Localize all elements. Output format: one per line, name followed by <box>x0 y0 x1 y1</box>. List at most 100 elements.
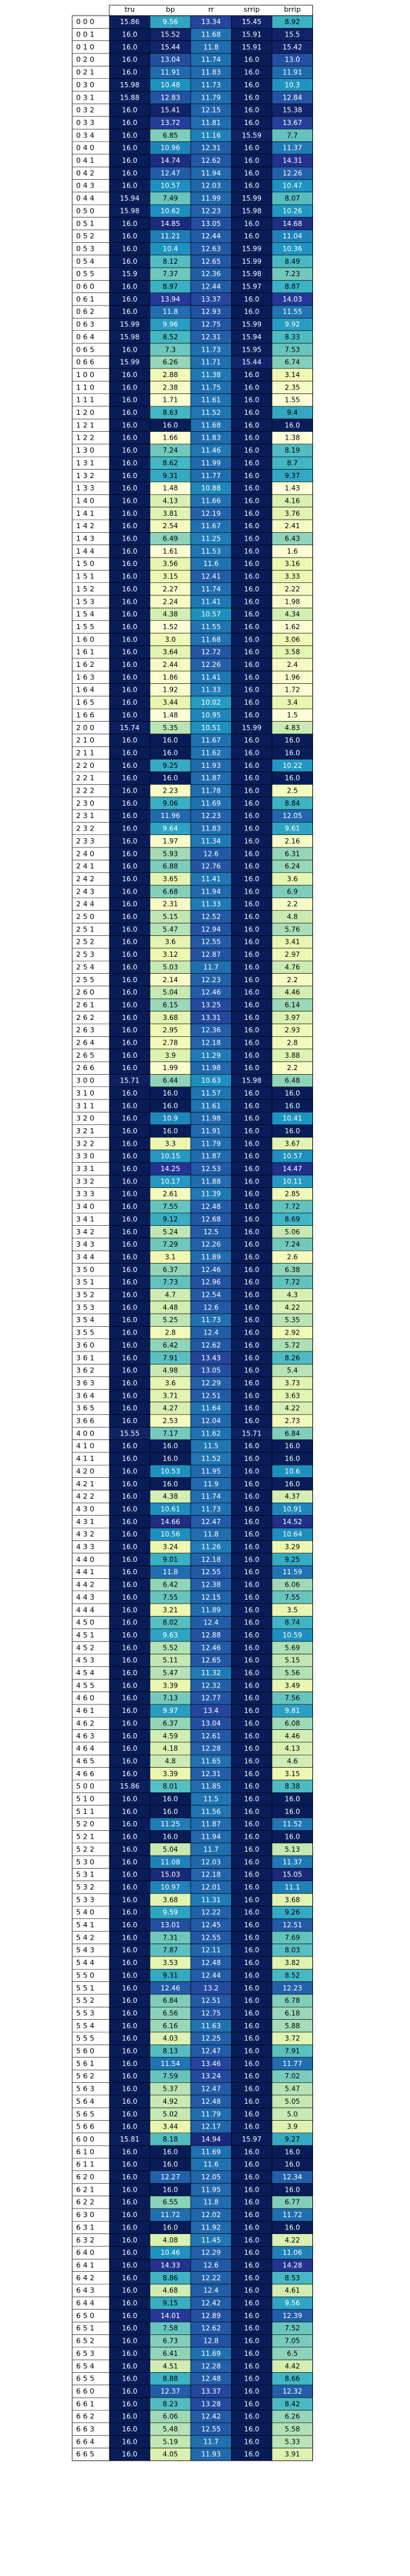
cell-value: 4.16 <box>285 497 301 505</box>
cell-value: 11.61 <box>201 1102 221 1110</box>
cell-value: 16.0 <box>122 1934 137 1942</box>
cell-value: 16.0 <box>122 2123 137 2131</box>
cell-value: 15.99 <box>242 258 262 266</box>
cell-value: 16.0 <box>244 145 259 152</box>
cell-value: 3.6 <box>165 1380 176 1387</box>
cell-value: 15.98 <box>242 1077 262 1085</box>
row-label: 0 6 2 <box>76 307 94 316</box>
cell-value: 12.88 <box>201 1632 221 1639</box>
cell-value: 11.33 <box>201 901 221 909</box>
cell-value: 6.14 <box>285 1001 301 1009</box>
cell-value: 1.72 <box>285 686 300 694</box>
cell-value: 13.31 <box>201 1014 221 1022</box>
cell-value: 12.42 <box>201 2300 221 2308</box>
cell-value: 14.94 <box>201 2136 221 2144</box>
cell-value: 5.25 <box>163 1316 178 1324</box>
cell-value: 15.71 <box>242 1430 262 1437</box>
cell-value: 11.62 <box>201 1430 221 1437</box>
cell-value: 16.0 <box>122 1153 137 1161</box>
cell-value: 11.5 <box>204 1443 219 1451</box>
cell-value: 2.4 <box>287 661 298 669</box>
cell-value: 8.13 <box>163 2048 178 2056</box>
cell-value: 4.8 <box>165 1757 176 1765</box>
cell-value: 6.06 <box>285 1581 301 1589</box>
cell-value: 16.0 <box>122 497 137 505</box>
cell-value: 9.4 <box>287 409 298 417</box>
cell-value: 16.0 <box>122 1707 137 1715</box>
cell-value: 11.04 <box>282 233 302 240</box>
cell-value: 11.94 <box>201 169 221 177</box>
cell-value: 8.52 <box>285 1972 300 1979</box>
cell-value: 5.0 <box>287 2110 298 2118</box>
cell-value: 11.72 <box>161 2211 180 2219</box>
cell-value: 16.0 <box>122 1316 137 1324</box>
row-label: 1 5 4 <box>76 610 94 619</box>
cell-value: 16.0 <box>244 1026 259 1034</box>
cell-value: 16.0 <box>122 749 137 757</box>
cell-value: 16.0 <box>122 1858 137 1866</box>
cell-value: 16.0 <box>122 258 137 266</box>
cell-value: 12.94 <box>201 926 221 933</box>
cell-value: 16.0 <box>244 737 259 744</box>
cell-value: 12.27 <box>161 2173 180 2181</box>
cell-value: 7.17 <box>163 1430 178 1437</box>
cell-value: 6.06 <box>163 2413 178 2421</box>
cell-value: 11.83 <box>201 825 221 833</box>
cell-value: 14.85 <box>161 220 180 228</box>
cell-value: 16.0 <box>122 409 137 417</box>
cell-value: 16.0 <box>122 2287 137 2295</box>
cell-value: 16.0 <box>122 1467 137 1475</box>
cell-value: 11.59 <box>282 1568 302 1576</box>
cell-value: 16.0 <box>244 1808 259 1816</box>
row-label: 5 5 2 <box>76 1996 94 2005</box>
cell-value: 11.73 <box>201 346 221 354</box>
cell-value: 12.72 <box>201 649 221 657</box>
cell-value: 5.48 <box>163 2426 178 2433</box>
cell-value: 16.0 <box>122 2224 137 2231</box>
cell-value: 12.29 <box>201 1380 221 1387</box>
row-label: 3 5 5 <box>76 1329 94 1337</box>
cell-value: 16.0 <box>244 107 259 115</box>
cell-value: 16.0 <box>163 1455 178 1463</box>
cell-value: 16.0 <box>122 1493 137 1501</box>
cell-value: 16.0 <box>244 81 259 89</box>
row-label: 3 5 4 <box>76 1316 94 1324</box>
cell-value: 12.55 <box>201 2426 221 2433</box>
cell-value: 16.0 <box>122 774 137 782</box>
cell-value: 9.15 <box>163 2300 178 2308</box>
cell-value: 11.85 <box>201 1783 221 1790</box>
row-label: 2 6 0 <box>76 988 94 997</box>
cell-value: 16.0 <box>122 2098 137 2106</box>
cell-value: 16.0 <box>244 762 259 770</box>
cell-value: 12.96 <box>201 1279 221 1286</box>
cell-value: 4.48 <box>163 1304 178 1312</box>
cell-value: 13.05 <box>201 1367 221 1375</box>
row-label: 6 6 2 <box>76 2413 94 2421</box>
row-label: 1 1 1 <box>76 396 94 404</box>
cell-value: 6.24 <box>285 863 301 871</box>
cell-value: 5.05 <box>285 2098 300 2106</box>
row-label: 6 6 4 <box>76 2437 94 2446</box>
cell-value: 16.0 <box>122 649 137 657</box>
cell-value: 16.0 <box>244 913 259 921</box>
cell-value: 15.88 <box>120 94 139 102</box>
row-label: 1 4 3 <box>76 535 94 543</box>
cell-value: 16.0 <box>122 1480 137 1488</box>
cell-value: 11.31 <box>201 1896 221 1904</box>
row-label: 4 5 3 <box>76 1656 94 1665</box>
cell-value: 16.0 <box>122 1052 137 1060</box>
cell-value: 16.0 <box>244 1228 259 1236</box>
cell-value: 1.62 <box>285 623 300 631</box>
cell-value: 11.91 <box>161 69 180 77</box>
cell-value: 10.47 <box>282 182 302 190</box>
cell-value: 16.0 <box>244 573 259 581</box>
cell-value: 7.55 <box>285 1594 300 1602</box>
cell-value: 11.69 <box>201 2148 221 2156</box>
cell-value: 16.0 <box>122 2035 137 2043</box>
cell-value: 16.0 <box>122 1203 137 1211</box>
cell-value: 1.5 <box>287 711 298 719</box>
cell-value: 16.0 <box>122 1127 137 1135</box>
cell-value: 4.68 <box>163 2287 178 2295</box>
cell-value: 3.63 <box>285 1392 300 1400</box>
cell-value: 16.0 <box>244 497 259 505</box>
